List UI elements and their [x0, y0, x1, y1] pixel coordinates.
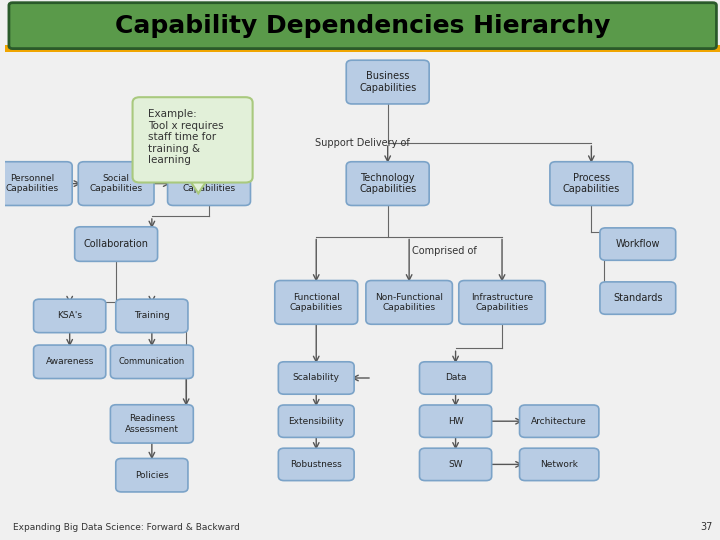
FancyBboxPatch shape: [459, 281, 545, 324]
FancyBboxPatch shape: [420, 362, 492, 394]
Text: 37: 37: [701, 522, 713, 532]
Text: Policies: Policies: [135, 471, 168, 480]
FancyBboxPatch shape: [9, 3, 716, 49]
FancyBboxPatch shape: [75, 227, 158, 261]
Text: Functional
Capabilities: Functional Capabilities: [289, 293, 343, 312]
FancyBboxPatch shape: [550, 162, 633, 205]
Text: Robustness: Robustness: [290, 460, 342, 469]
Text: Business
Capabilities: Business Capabilities: [359, 71, 416, 93]
Text: HW: HW: [448, 417, 464, 426]
FancyBboxPatch shape: [34, 345, 106, 379]
Bar: [147, 174, 238, 179]
FancyBboxPatch shape: [279, 405, 354, 437]
Text: SW: SW: [449, 460, 463, 469]
Text: Network: Network: [540, 460, 578, 469]
FancyBboxPatch shape: [520, 405, 599, 437]
FancyBboxPatch shape: [366, 281, 452, 324]
Text: Comprised of: Comprised of: [413, 246, 477, 256]
Text: Social
Capabilities: Social Capabilities: [89, 174, 143, 193]
Text: Communication: Communication: [119, 357, 185, 366]
FancyBboxPatch shape: [420, 448, 492, 481]
Text: Example:
Tool x requires
staff time for
training &
learning: Example: Tool x requires staff time for …: [148, 109, 224, 165]
Text: Collaboration: Collaboration: [84, 239, 148, 249]
FancyBboxPatch shape: [0, 162, 72, 205]
Text: Standards: Standards: [613, 293, 662, 303]
Text: KSA's: KSA's: [57, 312, 82, 320]
FancyBboxPatch shape: [110, 405, 193, 443]
Text: Data: Data: [445, 374, 467, 382]
Text: Infrastructure
Capabilities: Infrastructure Capabilities: [471, 293, 533, 312]
Text: Scalability: Scalability: [293, 374, 340, 382]
FancyBboxPatch shape: [346, 60, 429, 104]
Text: Readiness
Assessment: Readiness Assessment: [125, 414, 179, 434]
Text: Awareness: Awareness: [45, 357, 94, 366]
Polygon shape: [188, 177, 209, 193]
FancyBboxPatch shape: [275, 281, 358, 324]
Text: Capability Dependencies Hierarchy: Capability Dependencies Hierarchy: [115, 14, 611, 38]
FancyBboxPatch shape: [116, 299, 188, 333]
Text: Architecture: Architecture: [531, 417, 587, 426]
FancyBboxPatch shape: [600, 228, 675, 260]
FancyBboxPatch shape: [168, 162, 251, 205]
Text: Process
Capabilities: Process Capabilities: [563, 173, 620, 194]
Text: Organizational
Capabilities: Organizational Capabilities: [176, 174, 242, 193]
Text: Training: Training: [134, 312, 170, 320]
FancyBboxPatch shape: [132, 97, 253, 183]
FancyBboxPatch shape: [116, 458, 188, 492]
Bar: [5, 45, 720, 52]
Text: Non-Functional
Capabilities: Non-Functional Capabilities: [375, 293, 443, 312]
Text: Technology
Capabilities: Technology Capabilities: [359, 173, 416, 194]
FancyBboxPatch shape: [279, 362, 354, 394]
Text: Workflow: Workflow: [616, 239, 660, 249]
FancyBboxPatch shape: [78, 162, 154, 205]
FancyBboxPatch shape: [34, 299, 106, 333]
FancyBboxPatch shape: [420, 405, 492, 437]
FancyBboxPatch shape: [600, 282, 675, 314]
Text: Expanding Big Data Science: Forward & Backward: Expanding Big Data Science: Forward & Ba…: [12, 523, 239, 532]
FancyBboxPatch shape: [520, 448, 599, 481]
Text: Personnel
Capabilities: Personnel Capabilities: [6, 174, 59, 193]
Text: Extensibility: Extensibility: [288, 417, 344, 426]
FancyBboxPatch shape: [279, 448, 354, 481]
Text: Support Delivery of: Support Delivery of: [315, 138, 410, 148]
FancyBboxPatch shape: [346, 162, 429, 205]
FancyBboxPatch shape: [110, 345, 193, 379]
